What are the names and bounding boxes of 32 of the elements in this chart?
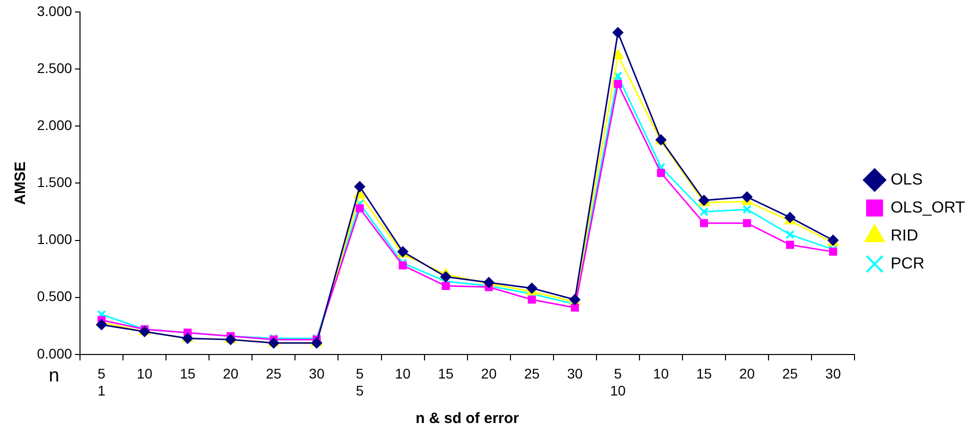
y-axis-title: AMSE <box>12 162 30 205</box>
x-tick-label: 30 <box>567 366 583 382</box>
x-axis-title: n & sd of error <box>416 410 520 428</box>
x-tick-label: 30 <box>308 366 325 382</box>
x-tick-label: 5 1 <box>98 366 106 398</box>
y-tick-label: 1.000 <box>36 231 72 248</box>
y-tick-label: 2.500 <box>36 60 72 76</box>
x-tick-label: 25 <box>782 366 798 382</box>
y-tick-label: 3.000 <box>36 2 72 19</box>
x-tick-label: 5 5 <box>356 366 364 398</box>
legend-label: PCR <box>890 255 924 272</box>
x-tick-label: 20 <box>222 366 239 382</box>
x-tick-label: 5 10 <box>610 366 626 398</box>
x-tick-label: 20 <box>739 366 756 382</box>
x-tick-label: 20 <box>481 366 497 382</box>
legend-label: OLS_ORT <box>890 199 966 216</box>
y-tick-label: 1.500 <box>36 174 72 190</box>
x-tick-label: 15 <box>696 366 712 382</box>
x-tick-label: 15 <box>180 366 196 382</box>
text: n <box>48 366 60 387</box>
y-tick-label: 0.000 <box>36 345 72 362</box>
x-tick-label: 10 <box>136 366 153 382</box>
y-tick-label: 2.000 <box>36 116 72 133</box>
x-tick-label: 25 <box>266 366 282 382</box>
x-tick-label: 10 <box>653 366 669 382</box>
x-tick-label: 25 <box>524 366 540 382</box>
y-tick-label: 0.500 <box>36 288 72 304</box>
legend-label: RID <box>890 227 918 244</box>
x-tick-label: 30 <box>825 366 842 382</box>
x-tick-label: 10 <box>394 366 411 382</box>
x-tick-label: 15 <box>438 366 454 382</box>
legend-label: OLS <box>890 171 923 188</box>
